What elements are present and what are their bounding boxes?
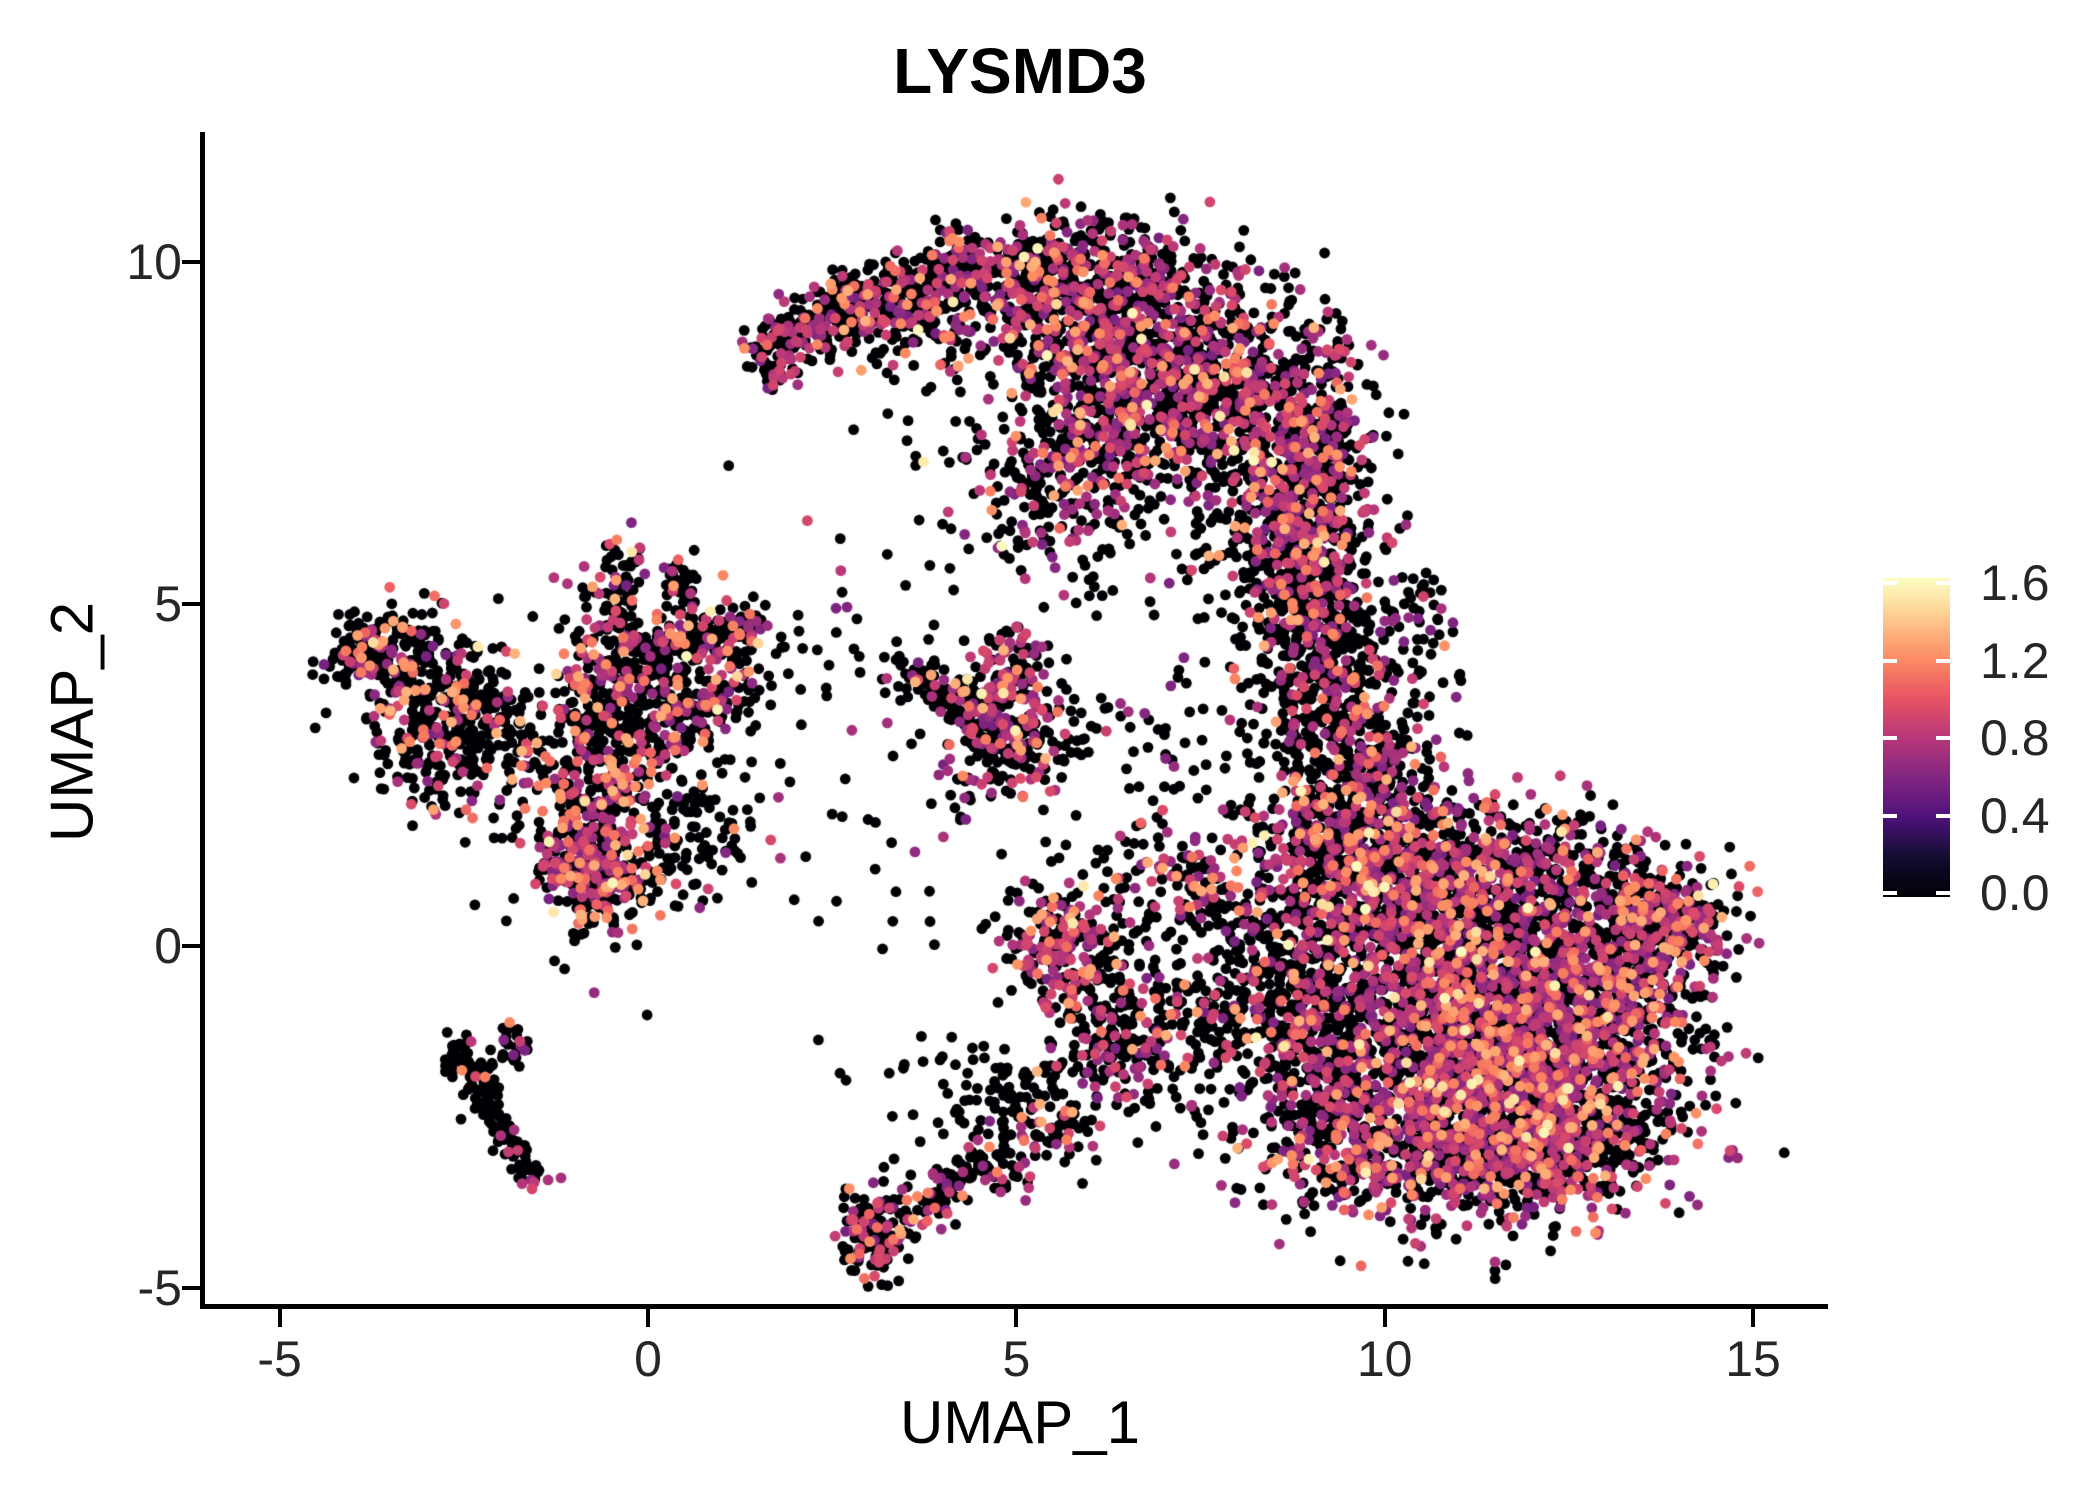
legend-tick-label: 1.6 xyxy=(1980,555,2050,611)
legend-tick-mark xyxy=(1883,736,1897,740)
y-tick-label: 10 xyxy=(126,234,182,290)
y-tick-mark xyxy=(182,944,200,948)
x-tick-label: 10 xyxy=(1356,1331,1413,1387)
y-tick-mark xyxy=(182,602,200,606)
y-tick-label: 5 xyxy=(154,576,182,632)
legend-tick-mark xyxy=(1936,658,1950,663)
y-tick-mark xyxy=(182,1286,200,1290)
legend-tick-mark xyxy=(1883,813,1897,818)
legend-tick-label: 1.2 xyxy=(1980,632,2050,689)
x-tick-mark xyxy=(1382,1309,1387,1327)
x-tick-mark xyxy=(1014,1309,1019,1327)
y-tick-label: 0 xyxy=(154,918,182,974)
legend-tick-mark xyxy=(1936,891,1950,895)
x-axis-title: UMAP_1 xyxy=(899,1389,1141,1456)
legend-tick-mark xyxy=(1936,581,1950,585)
x-tick-label: 15 xyxy=(1725,1331,1781,1387)
x-tick-label: 5 xyxy=(1002,1331,1031,1387)
x-axis-line xyxy=(200,1304,1828,1309)
legend-tick-label: 0.8 xyxy=(1980,710,2050,766)
legend-tick-mark xyxy=(1883,891,1897,895)
x-tick-label: 0 xyxy=(634,1331,662,1387)
y-axis-title: UMAP_2 xyxy=(38,601,106,843)
legend-tick-mark xyxy=(1883,581,1897,585)
legend-tick-label: 0.0 xyxy=(1980,865,2050,921)
legend-tick-label: 0.4 xyxy=(1980,787,2050,844)
legend-tick-mark xyxy=(1883,658,1897,663)
x-tick-label: -5 xyxy=(257,1331,302,1387)
y-axis-line xyxy=(200,132,205,1309)
x-tick-mark xyxy=(646,1309,650,1327)
plot-title: LYSMD3 xyxy=(893,35,1147,107)
x-tick-mark xyxy=(277,1309,282,1327)
legend-tick-mark xyxy=(1936,736,1950,740)
x-tick-mark xyxy=(1751,1309,1756,1327)
y-tick-mark xyxy=(182,260,200,264)
y-tick-label: -5 xyxy=(137,1260,182,1316)
legend-tick-mark xyxy=(1936,813,1950,818)
